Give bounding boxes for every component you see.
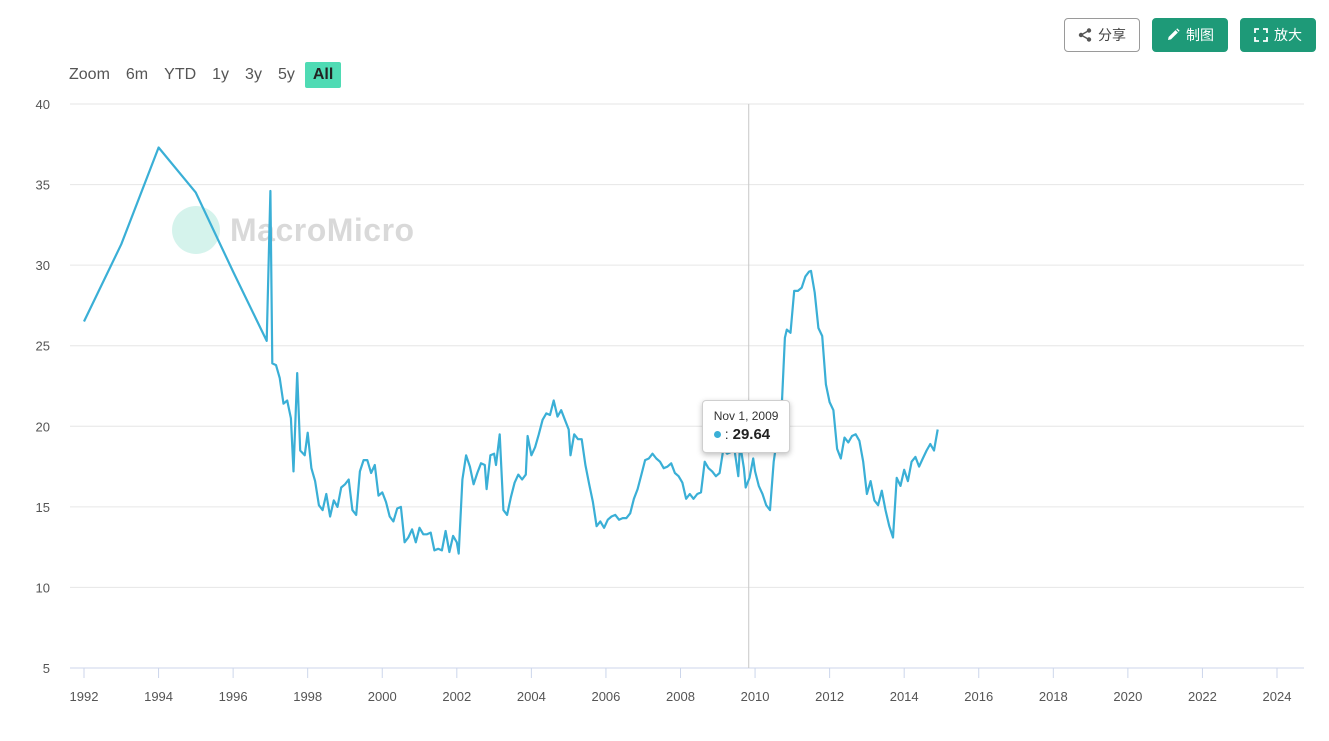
x-tick-label: 2000	[368, 689, 397, 704]
x-tick-label: 1996	[219, 689, 248, 704]
x-tick-label: 2018	[1039, 689, 1068, 704]
tooltip-value-row: : 29.64	[713, 425, 779, 443]
y-tick-label: 20	[36, 419, 50, 434]
x-tick-label: 2006	[591, 689, 620, 704]
chart-toolbar: 分享 制图 放大	[1064, 18, 1316, 52]
x-tick-label: 2010	[741, 689, 770, 704]
series-dot-icon	[713, 430, 721, 438]
y-tick-label: 5	[43, 661, 50, 676]
share-button[interactable]: 分享	[1064, 18, 1140, 52]
range-button-all[interactable]: All	[304, 62, 342, 88]
range-button-1y[interactable]: 1y	[212, 66, 230, 83]
tooltip-value-prefix: :	[724, 426, 729, 443]
y-tick-label: 10	[36, 580, 50, 595]
expand-icon	[1254, 28, 1268, 42]
x-tick-label: 2012	[815, 689, 844, 704]
x-tick-label: 2024	[1263, 689, 1292, 704]
x-tick-label: 1994	[144, 689, 173, 704]
range-button-ytd[interactable]: YTD	[164, 66, 197, 83]
range-button-6m[interactable]: 6m	[125, 66, 149, 83]
series-group	[83, 146, 939, 555]
x-tick-label: 2016	[964, 689, 993, 704]
series-line-0[interactable]	[83, 146, 939, 555]
y-tick-label: 15	[36, 500, 50, 515]
zoom-label: Zoom	[69, 66, 110, 83]
range-button-3y[interactable]: 3y	[245, 66, 262, 83]
x-tick-label: 2004	[517, 689, 546, 704]
share-label: 分享	[1098, 27, 1126, 43]
x-tick-label: 2022	[1188, 689, 1217, 704]
tooltip-value: 29.64	[732, 425, 771, 443]
y-tick-label: 35	[36, 178, 50, 193]
y-axis-ticks: 5 10 15 20 25 30 35 40	[36, 97, 50, 676]
watermark: MacroMicro	[172, 206, 415, 254]
tooltip-date: Nov 1, 2009	[713, 408, 779, 423]
x-tick-label: 2020	[1113, 689, 1142, 704]
draw-label: 制图	[1186, 27, 1214, 43]
y-tick-label: 30	[36, 258, 50, 273]
x-tick-label: 2014	[890, 689, 919, 704]
range-button-5y[interactable]: 5y	[277, 66, 295, 83]
y-tick-label: 25	[36, 339, 50, 354]
enlarge-button[interactable]: 放大	[1240, 18, 1316, 52]
y-tick-label: 40	[36, 97, 50, 112]
share-icon	[1078, 28, 1092, 42]
x-tick-label: 1998	[293, 689, 322, 704]
enlarge-label: 放大	[1274, 27, 1302, 43]
x-tick-label: 2008	[666, 689, 695, 704]
x-tick-label: 1992	[70, 689, 99, 704]
grid-lines	[70, 103, 1304, 669]
x-axis-ticks: 1992 1994 1996 1998 2000 2002 2004 2006 2008 2010…	[70, 668, 1292, 704]
watermark-text: MacroMicro	[230, 211, 415, 248]
x-tick-label: 2002	[442, 689, 471, 704]
tooltip: Nov 1, 2009 : 29.64	[701, 399, 791, 453]
pencil-icon	[1166, 28, 1180, 42]
range-selector: Zoom 6m YTD 1y 3y 5y All	[69, 62, 342, 88]
draw-chart-button[interactable]: 制图	[1152, 18, 1228, 52]
watermark-logo-icon	[172, 206, 220, 254]
